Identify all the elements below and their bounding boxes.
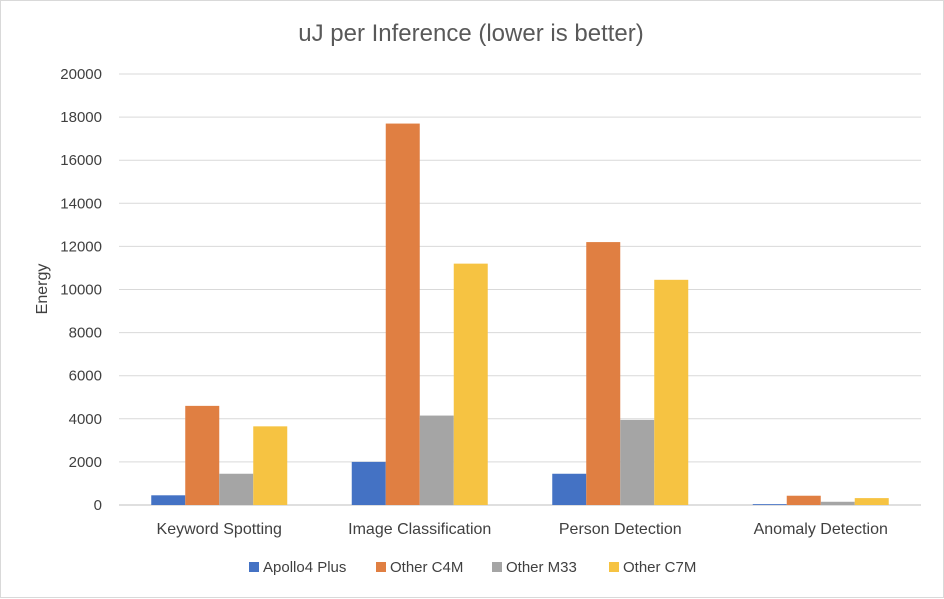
bar [854, 498, 889, 505]
bar [620, 419, 655, 505]
bar [385, 123, 420, 505]
legend-label: Apollo4 Plus [263, 559, 346, 576]
bar [253, 426, 288, 505]
y-tick-label: 12000 [60, 238, 102, 255]
legend: Apollo4 Plus Other C4M Other M33 Other C7M [249, 559, 696, 576]
x-category-label: Keyword Spotting [157, 521, 282, 538]
bar [419, 415, 454, 505]
legend-swatch [376, 562, 386, 572]
bar [351, 461, 386, 505]
y-axis-label: Energy [34, 264, 51, 315]
bar [586, 242, 621, 505]
x-category-label: Person Detection [559, 521, 682, 538]
bars [151, 123, 889, 505]
x-category-label: Image Classification [348, 521, 491, 538]
bar [654, 279, 689, 505]
y-tick-label: 4000 [69, 411, 102, 428]
legend-label: Other M33 [506, 559, 577, 576]
legend-label: Other C7M [623, 559, 696, 576]
y-tick-label: 14000 [60, 195, 102, 212]
legend-swatch [492, 562, 502, 572]
gridlines [119, 73, 921, 506]
y-tick-label: 2000 [69, 454, 102, 471]
bar [151, 495, 186, 505]
x-axis-categories: Keyword Spotting Image Classification Pers… [157, 521, 888, 538]
y-tick-label: 8000 [69, 325, 102, 342]
bar [786, 495, 821, 505]
bar [820, 501, 855, 505]
legend-swatch [249, 562, 259, 572]
bar [453, 263, 488, 505]
y-tick-label: 16000 [60, 152, 102, 169]
bar [185, 405, 220, 505]
legend-label: Other C4M [390, 559, 463, 576]
y-tick-label: 20000 [60, 66, 102, 83]
y-tick-label: 6000 [69, 368, 102, 385]
bar [552, 473, 587, 505]
legend-swatch [609, 562, 619, 572]
y-tick-label: 10000 [60, 282, 102, 299]
y-tick-label: 0 [94, 497, 102, 514]
y-tick-label: 18000 [60, 109, 102, 126]
y-axis-ticks: 0 2000 4000 6000 8000 10000 12000 14000 16000 180… [60, 66, 102, 514]
bar [219, 473, 254, 505]
x-category-label: Anomaly Detection [754, 521, 888, 538]
chart-title: uJ per Inference (lower is better) [298, 20, 643, 47]
bar [752, 504, 787, 505]
